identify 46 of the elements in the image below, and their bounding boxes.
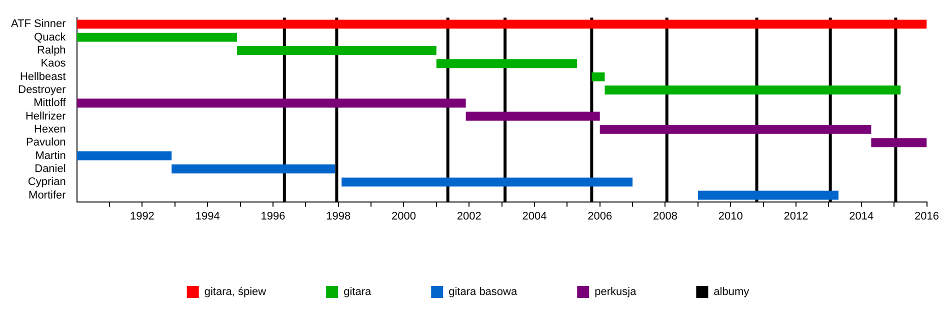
y-tick-label: Cyprian [28,176,66,188]
bar [604,85,901,94]
y-tick-label: Ralph [37,44,66,57]
bar [698,190,838,200]
bar [76,98,466,108]
legend-label: gitara [344,286,372,298]
bar [76,20,927,29]
x-tick-label: 2004 [522,210,547,222]
bar [172,164,336,174]
bar [436,59,577,68]
bar [76,32,237,42]
bar [600,124,872,134]
bar [871,138,927,148]
bar [592,72,605,82]
x-tick-label: 2002 [456,210,482,222]
x-tick-label: 2006 [588,210,612,222]
x-tick-label: 1994 [195,210,220,222]
x-tick-label: 1998 [326,210,351,222]
y-tick-label: Martin [35,150,66,162]
y-tick-label: Hexen [34,123,66,136]
y-tick-label: Kaos [40,58,66,70]
bar [236,46,436,55]
y-tick-label: Quack [34,31,66,44]
x-tick-label: 1996 [260,210,286,222]
bar [342,178,633,187]
x-tick-label: 2000 [391,210,416,222]
y-tick-label: Destroyer [18,84,66,96]
x-tick-label: 2010 [718,210,743,222]
y-tick-label: Pavulon [26,136,66,149]
legend-label: gitara, śpiew [204,286,266,298]
x-tick-label: 1992 [130,210,154,222]
legend-label: albumy [714,286,750,298]
y-tick-label: Mittloff [34,97,67,110]
y-tick-label: Hellbeast [20,70,66,83]
bar [76,151,172,160]
legend-label: perkusja [594,286,638,298]
y-tick-label: Daniel [34,162,66,175]
x-tick-label: 2012 [784,210,808,222]
bar [466,112,600,121]
y-tick-label: ATF Sinner [11,18,66,30]
legend-label: gitara basowa [448,286,518,298]
x-tick-label: 2016 [914,210,940,222]
x-tick-label: 2014 [849,210,874,222]
x-tick-label: 2008 [653,210,678,222]
y-tick-label: Hellrizer [25,110,66,122]
y-tick-label: Mortifer [28,189,66,202]
